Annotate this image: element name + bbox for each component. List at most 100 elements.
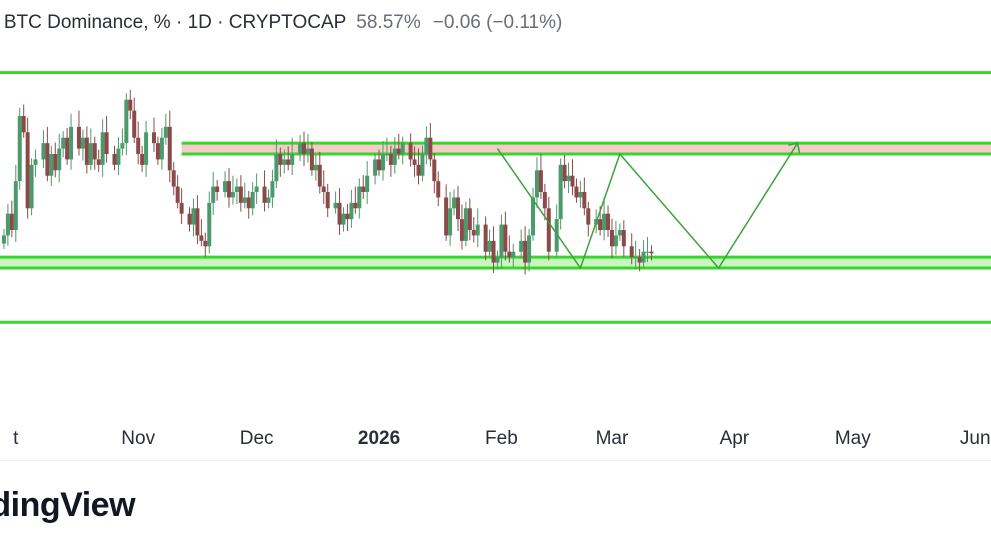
candle-body — [5, 213, 10, 236]
candle-body — [495, 257, 500, 263]
candle-body — [33, 159, 38, 165]
candle-body — [436, 181, 441, 198]
candle-body — [499, 224, 504, 258]
candle-body — [412, 159, 417, 165]
projection-path — [496, 142, 799, 270]
candle-body — [420, 154, 425, 176]
candle-body — [566, 175, 571, 182]
candle-body — [187, 213, 192, 225]
candle-body — [617, 230, 622, 236]
candle-body — [542, 192, 547, 209]
x-tick-label: Nov — [121, 428, 155, 449]
candle-body — [637, 257, 642, 263]
candle-body — [199, 235, 204, 241]
candle-body — [302, 143, 307, 154]
x-tick-label: Feb — [485, 428, 518, 449]
candle-body — [254, 186, 259, 192]
candle-body — [88, 143, 93, 165]
candle-body — [242, 197, 247, 203]
candle-body — [428, 137, 433, 160]
candle-body — [408, 143, 413, 160]
candle-body — [392, 148, 397, 165]
candle-body — [124, 99, 129, 144]
x-tick-label: Jun — [960, 428, 991, 449]
candle-body — [305, 148, 310, 154]
candle-body — [384, 154, 389, 155]
chart-header: p BTC Dominance, % · 1D · CRYPTOCAP 58.5… — [0, 9, 562, 37]
candle-body — [61, 137, 66, 149]
candle-body — [29, 164, 34, 209]
candle-body — [238, 186, 243, 203]
candle-body — [531, 197, 536, 236]
candle-body — [396, 148, 401, 154]
candle-body — [452, 197, 457, 209]
candle-body — [511, 251, 516, 258]
candle-body — [558, 164, 563, 220]
candle-body — [132, 110, 137, 138]
x-tick-label: Mar — [596, 428, 629, 449]
candle-body — [321, 186, 326, 192]
candle-body — [21, 116, 26, 133]
candle-body — [167, 126, 172, 171]
candle-body — [424, 137, 429, 154]
candle-body — [546, 208, 551, 252]
candle-body — [53, 154, 58, 171]
candle-body — [629, 246, 634, 258]
candle-body — [562, 164, 567, 182]
candle-body — [203, 240, 208, 247]
candle-body — [309, 148, 314, 171]
candle-body — [380, 154, 385, 171]
last-price: 58.57% — [356, 12, 421, 33]
candle-body — [92, 143, 97, 160]
candle-body — [534, 170, 539, 198]
candle-body — [463, 208, 468, 241]
candle-body — [341, 213, 346, 225]
candle-body — [388, 154, 393, 165]
candle-body — [416, 164, 421, 176]
x-tick-label: May — [835, 428, 871, 449]
candle-body — [100, 132, 105, 165]
candle-body — [448, 208, 453, 236]
candle-body — [487, 240, 492, 252]
candle-body — [606, 213, 611, 230]
candle-body — [234, 186, 239, 192]
candle-body — [57, 148, 62, 171]
candle-body — [645, 251, 650, 253]
candle-body — [175, 186, 180, 203]
candle-body — [128, 99, 133, 111]
candle-body — [459, 219, 464, 241]
x-tick-label: Dec — [240, 428, 274, 449]
projection-arrowhead — [788, 142, 801, 154]
candle-body — [80, 137, 85, 149]
candle-body — [191, 208, 196, 225]
candle-body — [613, 235, 618, 247]
candle-body — [345, 213, 350, 220]
candle-body — [290, 154, 295, 165]
x-tick-label: Apr — [720, 428, 750, 449]
candle-body — [17, 116, 22, 182]
candle-body — [337, 202, 342, 225]
candle-body — [527, 235, 532, 263]
candle-body — [377, 159, 382, 171]
candle-body — [274, 154, 279, 182]
candle-body — [250, 192, 255, 209]
candle-body — [602, 213, 607, 230]
candle-body — [503, 224, 508, 252]
candle-body — [353, 202, 358, 209]
candle-body — [159, 137, 164, 160]
candle-body — [582, 192, 587, 209]
candle-body — [163, 126, 168, 138]
candle-body — [349, 202, 354, 220]
candle-body — [69, 126, 74, 160]
candle-body — [519, 240, 524, 252]
candle-body — [65, 137, 70, 160]
candle-body — [444, 197, 449, 236]
price-change: −0.06 (−0.11%) — [432, 12, 563, 33]
candle-body — [207, 202, 212, 247]
candle-body — [298, 143, 303, 154]
candle-body — [432, 159, 437, 182]
candle-body — [598, 219, 603, 230]
symbol-title: p BTC Dominance, % · 1D · CRYPTOCAP — [0, 12, 347, 33]
chart-divider — [0, 460, 991, 461]
